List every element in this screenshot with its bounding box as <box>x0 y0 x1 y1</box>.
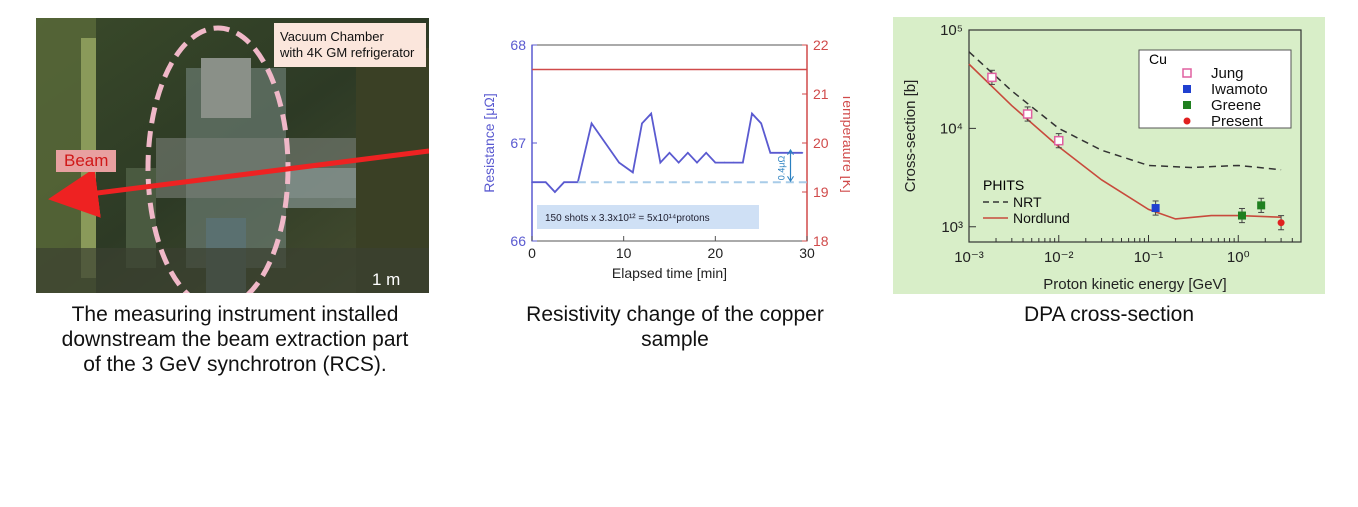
x-tick-label: 30 <box>799 245 815 261</box>
resistivity-chart: 0 10 20 30 66 67 68 18 19 20 21 22 150 shots x 3.3x… <box>481 37 856 281</box>
resistance-point <box>590 122 593 125</box>
y-right-tick-label: 21 <box>813 86 829 102</box>
y-right-tick-label: 19 <box>813 184 829 200</box>
resistance-point <box>760 122 762 125</box>
resistivity-caption: Resistivity change of the copper sample <box>526 303 824 351</box>
greene-point <box>1237 211 1246 220</box>
legend-label-iwamoto: Iwamoto <box>1211 81 1268 98</box>
resistivity-chart-panel: 0 10 20 30 66 67 68 18 19 20 21 22 150 shots x 3.3x… <box>475 28 856 290</box>
legend-title: Cu <box>1149 51 1167 67</box>
x-tick-label: 20 <box>708 245 724 261</box>
resistance-point <box>723 161 726 164</box>
legend-marker-iwamoto <box>1183 85 1191 93</box>
photo-caption: The measuring instrument installed downs… <box>61 303 409 376</box>
phits-label: PHITS <box>983 177 1024 193</box>
vacuum-chamber-callout: Vacuum Chamber with 4K GM refrigerator <box>274 23 426 67</box>
resistance-point <box>650 112 652 115</box>
dpa-x-label: Proton kinetic energy [GeV] <box>1043 276 1226 293</box>
jung-point <box>1022 109 1033 119</box>
legend-marker-greene <box>1183 101 1191 109</box>
resistivity-y-label: Resistance [μΩ] <box>481 93 497 192</box>
resistance-point <box>742 161 744 164</box>
resistance-point <box>531 181 533 183</box>
legend-marker-present <box>1183 117 1191 125</box>
present-point <box>1277 219 1285 227</box>
resistance-point <box>632 171 634 174</box>
y-tick-label: 10⁴ <box>940 120 963 137</box>
delta-arrow-head-bottom <box>787 176 794 183</box>
protons-annotation-text: 150 shots x 3.3x10¹² = 5x10¹⁴protons <box>545 213 710 224</box>
temperature-y-label: Temperature [K] <box>840 93 850 193</box>
resistance-point <box>659 161 662 164</box>
resistance-point <box>769 152 772 154</box>
resistance-point <box>544 181 547 183</box>
x-tick-label: 10⁻³ <box>954 249 984 266</box>
iwamoto-point <box>1151 204 1160 213</box>
resistance-point <box>563 181 565 183</box>
resistance-point <box>778 152 781 154</box>
y-right-tick-label: 22 <box>813 37 829 53</box>
resistance-point <box>801 152 804 154</box>
delta-annotation: 0.4μΩ <box>777 156 787 181</box>
y-tick-label: 68 <box>510 37 526 53</box>
resistance-point <box>604 142 607 144</box>
legend-label-greene: Greene <box>1211 97 1261 114</box>
resistance-point <box>687 152 689 154</box>
jung-point <box>987 72 997 83</box>
legend-label-jung: Jung <box>1211 65 1244 82</box>
resistance-point <box>554 191 556 193</box>
x-tick-label: 10⁰ <box>1227 249 1250 266</box>
resistance-point <box>677 161 680 164</box>
y-right-tick-label: 20 <box>813 135 829 151</box>
resistivity-x-label: Elapsed time [min] <box>612 265 727 281</box>
legend-label-present: Present <box>1211 113 1264 130</box>
resistance-point <box>618 161 620 164</box>
resistance-point <box>668 152 671 154</box>
x-tick-label: 10 <box>616 245 632 261</box>
legend-box <box>1138 49 1292 129</box>
beam-arrow <box>48 148 430 218</box>
x-tick-label: 10⁻² <box>1044 249 1074 266</box>
dpa-caption: DPA cross-section <box>1024 303 1194 326</box>
resistance-point <box>705 152 707 154</box>
beam-label: Beam <box>56 150 117 172</box>
resistance-point <box>751 112 753 115</box>
y-tick-label: 67 <box>510 135 526 151</box>
delta-arrow-head-top <box>787 148 794 156</box>
protons-annotation-box <box>537 205 759 229</box>
resistance-point <box>641 122 643 125</box>
photo-panel: Vacuum Chamber with 4K GM refrigerator B… <box>36 18 430 311</box>
y-tick-label: 10⁵ <box>940 22 963 39</box>
scale-label: 1 m <box>372 270 401 289</box>
dpa-y-label: Cross-section [b] <box>902 80 919 193</box>
resistance-point <box>696 161 698 164</box>
greene-point <box>1257 201 1266 210</box>
jung-point <box>1054 135 1064 146</box>
legend-marker-jung <box>1182 68 1192 78</box>
dpa-chart-panel: 10⁻³ 10⁻² 10⁻¹ 10⁰ 10³ 10⁴ 10⁵ NRT Nordlund Cu J… <box>893 17 1325 294</box>
y-right-tick-label: 18 <box>813 233 829 249</box>
y-tick-label: 10³ <box>941 219 963 236</box>
y-tick-label: 66 <box>510 233 526 249</box>
resistance-point <box>732 161 735 164</box>
resistance-point <box>714 161 717 164</box>
phits-legend-nordlund-label: Nordlund <box>1013 210 1070 226</box>
x-tick-label: 0 <box>528 245 536 261</box>
x-tick-label: 10⁻¹ <box>1134 249 1164 266</box>
phits-legend-nrt-label: NRT <box>1013 194 1042 210</box>
